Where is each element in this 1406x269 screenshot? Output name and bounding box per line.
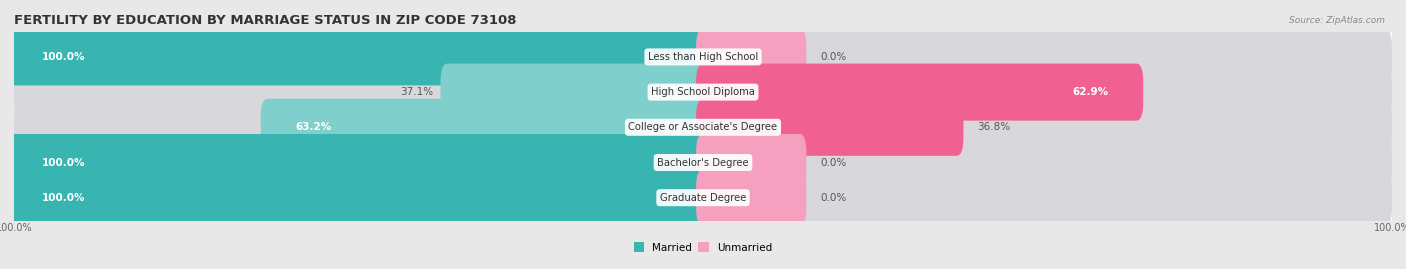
FancyBboxPatch shape [260, 99, 710, 156]
FancyBboxPatch shape [14, 29, 1392, 86]
FancyBboxPatch shape [14, 169, 1392, 226]
Text: High School Diploma: High School Diploma [651, 87, 755, 97]
FancyBboxPatch shape [7, 52, 1399, 133]
FancyBboxPatch shape [14, 134, 1392, 191]
Text: 0.0%: 0.0% [820, 52, 846, 62]
Text: College or Associate's Degree: College or Associate's Degree [628, 122, 778, 132]
Text: Source: ZipAtlas.com: Source: ZipAtlas.com [1289, 16, 1385, 25]
FancyBboxPatch shape [7, 122, 1399, 203]
FancyBboxPatch shape [696, 63, 1143, 121]
Text: 0.0%: 0.0% [820, 193, 846, 203]
FancyBboxPatch shape [7, 169, 710, 226]
FancyBboxPatch shape [7, 29, 710, 86]
FancyBboxPatch shape [14, 99, 1392, 156]
Text: 100.0%: 100.0% [42, 52, 86, 62]
Text: Graduate Degree: Graduate Degree [659, 193, 747, 203]
FancyBboxPatch shape [7, 134, 710, 191]
Text: Less than High School: Less than High School [648, 52, 758, 62]
Text: 37.1%: 37.1% [401, 87, 433, 97]
FancyBboxPatch shape [7, 87, 1399, 168]
Text: 36.8%: 36.8% [977, 122, 1011, 132]
FancyBboxPatch shape [696, 169, 807, 226]
FancyBboxPatch shape [696, 29, 807, 86]
FancyBboxPatch shape [440, 63, 710, 121]
FancyBboxPatch shape [7, 16, 1399, 97]
Text: 63.2%: 63.2% [295, 122, 332, 132]
Text: Bachelor's Degree: Bachelor's Degree [657, 158, 749, 168]
FancyBboxPatch shape [696, 99, 963, 156]
Text: FERTILITY BY EDUCATION BY MARRIAGE STATUS IN ZIP CODE 73108: FERTILITY BY EDUCATION BY MARRIAGE STATU… [14, 14, 516, 27]
Text: 0.0%: 0.0% [820, 158, 846, 168]
FancyBboxPatch shape [7, 157, 1399, 238]
Legend: Married, Unmarried: Married, Unmarried [630, 238, 776, 257]
FancyBboxPatch shape [696, 134, 807, 191]
FancyBboxPatch shape [14, 63, 1392, 121]
Text: 100.0%: 100.0% [42, 193, 86, 203]
Text: 100.0%: 100.0% [42, 158, 86, 168]
Text: 62.9%: 62.9% [1073, 87, 1109, 97]
